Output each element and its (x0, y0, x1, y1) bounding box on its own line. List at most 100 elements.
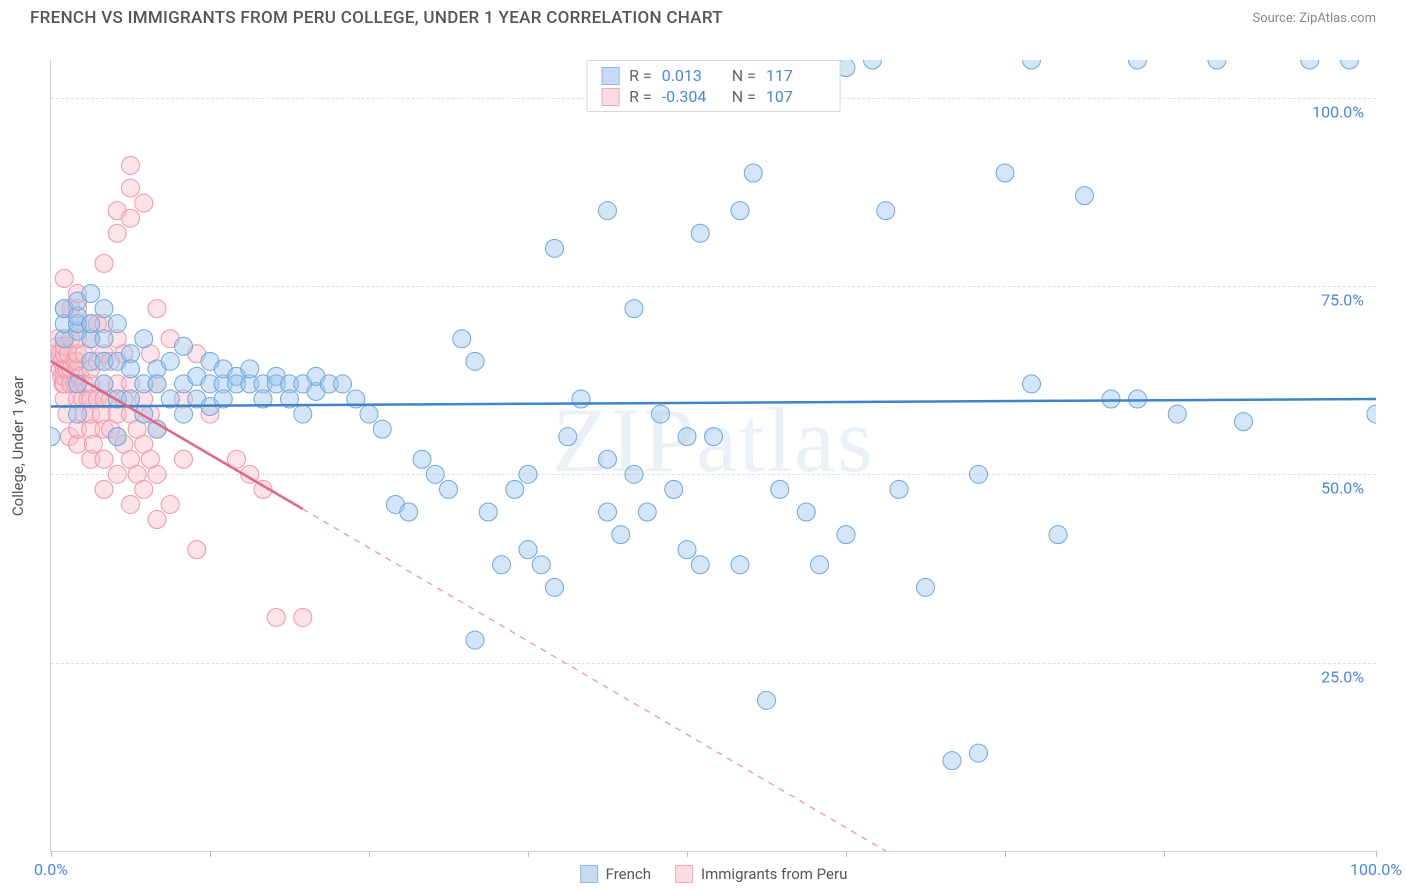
data-point (69, 405, 87, 423)
data-point (771, 480, 789, 498)
n-label: N = (732, 66, 756, 85)
data-point (1049, 526, 1067, 544)
data-point (532, 556, 550, 574)
data-point (612, 526, 630, 544)
data-point (519, 465, 537, 483)
data-point (625, 465, 643, 483)
data-point (943, 752, 961, 770)
data-point (267, 608, 285, 626)
data-point (108, 428, 126, 446)
source-attribution: Source: ZipAtlas.com (1252, 11, 1376, 26)
swatch-french (601, 67, 619, 85)
data-point (82, 285, 100, 303)
r-label: R = (629, 66, 652, 85)
data-point (917, 578, 935, 596)
data-point (135, 480, 153, 498)
x-tick-label: 100.0% (1350, 860, 1402, 879)
r-value-french: 0.013 (662, 66, 722, 85)
data-point (546, 239, 564, 257)
data-point (1023, 60, 1041, 69)
data-point (188, 541, 206, 559)
data-point (1235, 413, 1253, 431)
data-point (95, 480, 113, 498)
data-point (466, 631, 484, 649)
data-point (51, 428, 60, 446)
data-point (837, 526, 855, 544)
legend-swatch-french (580, 865, 598, 883)
data-point (122, 495, 140, 513)
data-point (122, 156, 140, 174)
plot-svg (51, 60, 1376, 851)
data-point (466, 352, 484, 370)
data-point (599, 202, 617, 220)
n-value-french: 117 (766, 66, 826, 85)
data-point (1168, 405, 1186, 423)
correlation-stats-box: R = 0.013 N = 117 R = -0.304 N = 107 (586, 60, 841, 112)
data-point (108, 315, 126, 333)
data-point (1367, 405, 1376, 423)
data-point (294, 405, 312, 423)
data-point (95, 375, 113, 393)
data-point (638, 503, 656, 521)
data-point (599, 450, 617, 468)
data-point (678, 541, 696, 559)
data-point (426, 465, 444, 483)
data-point (691, 224, 709, 242)
legend-swatch-peru (675, 865, 693, 883)
data-point (95, 254, 113, 272)
chart-header: FRENCH VS IMMIGRANTS FROM PERU COLLEGE, … (0, 0, 1406, 32)
chart-title: FRENCH VS IMMIGRANTS FROM PERU COLLEGE, … (30, 8, 723, 28)
data-point (864, 60, 882, 69)
data-point (678, 428, 696, 446)
data-point (148, 375, 166, 393)
x-tick (51, 851, 52, 857)
n-value-peru: 107 (766, 87, 826, 106)
data-point (95, 450, 113, 468)
data-point (758, 691, 776, 709)
data-point (970, 465, 988, 483)
y-axis-label: College, Under 1 year (9, 376, 27, 516)
data-point (175, 405, 193, 423)
legend-label-peru: Immigrants from Peru (701, 865, 847, 883)
legend-item-peru: Immigrants from Peru (675, 865, 847, 883)
data-point (559, 428, 577, 446)
legend-label-french: French (606, 865, 651, 883)
data-point (691, 556, 709, 574)
data-point (413, 450, 431, 468)
data-point (493, 556, 511, 574)
data-point (625, 300, 643, 318)
data-point (400, 503, 418, 521)
data-point (877, 202, 895, 220)
data-point (294, 608, 312, 626)
data-point (797, 503, 815, 521)
data-point (1208, 60, 1226, 69)
x-tick (846, 851, 847, 857)
trend-line-dashed (303, 509, 886, 851)
data-point (360, 405, 378, 423)
data-point (546, 578, 564, 596)
x-tick (1005, 851, 1006, 857)
data-point (440, 480, 458, 498)
data-point (175, 450, 193, 468)
data-point (82, 315, 100, 333)
data-point (599, 503, 617, 521)
r-label: R = (629, 87, 652, 106)
legend-item-french: French (580, 865, 651, 883)
data-point (108, 224, 126, 242)
data-point (95, 300, 113, 318)
x-tick (1164, 851, 1165, 857)
data-point (95, 330, 113, 348)
data-point (108, 465, 126, 483)
data-point (453, 330, 471, 348)
swatch-peru (601, 88, 619, 106)
data-point (175, 337, 193, 355)
data-point (652, 405, 670, 423)
data-point (1301, 60, 1319, 69)
data-point (731, 202, 749, 220)
data-point (148, 465, 166, 483)
data-point (84, 435, 102, 453)
data-point (148, 511, 166, 529)
data-point (161, 352, 179, 370)
data-point (122, 179, 140, 197)
series-legend: French Immigrants from Peru (580, 865, 848, 883)
